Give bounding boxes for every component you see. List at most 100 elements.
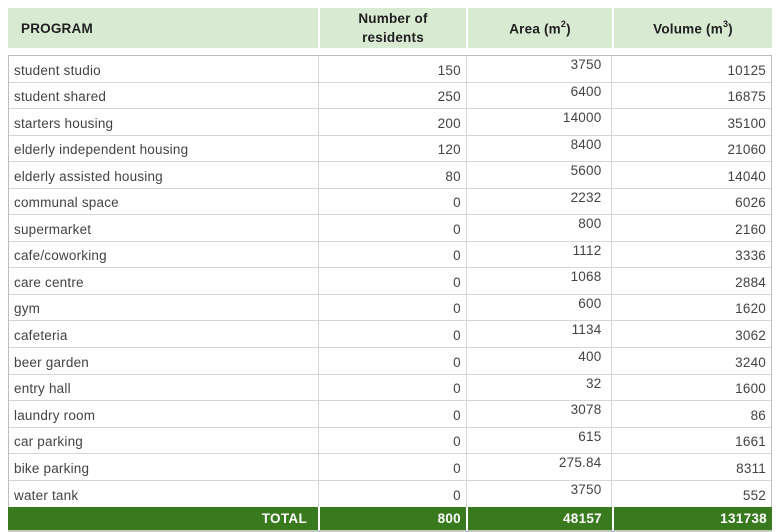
table-row: beer garden 0 400 3240 [9,348,771,375]
program-cell[interactable]: laundry room [14,407,96,423]
volume-cell[interactable]: 1620 [611,294,771,321]
area-cell[interactable]: 3750 [465,480,612,508]
header-body-gap [8,48,772,55]
table-row: car parking 0 615 1661 [9,427,771,455]
volume-cell[interactable]: 552 [611,480,771,508]
residents-cell[interactable]: 150 [318,56,466,82]
area-cell[interactable]: 6400 [465,82,612,109]
program-cell[interactable]: care centre [14,274,84,290]
total-label[interactable]: TOTAL [261,511,307,527]
residents-cell[interactable]: 0 [318,374,466,401]
volume-cell[interactable]: 3062 [611,321,771,348]
residents-cell[interactable]: 0 [318,427,466,454]
volume-cell[interactable]: 10125 [611,56,771,82]
volume-cell[interactable]: 14040 [611,162,771,188]
volume-cell[interactable]: 2160 [611,215,771,241]
column-header-volume-label: Volume (m3) [653,18,733,37]
table-row: communal space 0 2232 6026 [9,188,771,216]
volume-cell[interactable]: 21060 [611,135,771,162]
residents-cell[interactable]: 0 [318,480,466,508]
table-row: elderly assisted housing 80 5600 14040 [9,162,771,189]
program-cell[interactable]: cafe/coworking [14,248,107,264]
column-header-residents[interactable]: Number of residents [318,8,466,48]
residents-cell[interactable]: 0 [318,321,466,348]
area-cell[interactable]: 5600 [465,162,612,188]
residents-cell[interactable]: 250 [318,82,466,109]
residents-cell[interactable]: 0 [318,188,466,215]
volume-superscript: 3 [722,18,729,29]
area-cell[interactable]: 275.84 [465,454,612,480]
table-row: gym 0 600 1620 [9,294,771,322]
volume-cell[interactable]: 8311 [611,454,771,480]
table-body: student studio 150 3750 10125 student sh… [8,55,772,508]
residents-cell[interactable]: 0 [318,401,466,427]
residents-cell[interactable]: 200 [318,109,466,135]
area-cell[interactable]: 600 [465,294,612,321]
residents-cell[interactable]: 0 [318,348,466,374]
program-cell[interactable]: elderly independent housing [14,142,189,158]
program-cell[interactable]: student studio [14,62,101,78]
program-cell[interactable]: supermarket [14,221,92,237]
total-row: TOTAL 800 48157 131738 [8,507,772,532]
area-cell[interactable]: 14000 [465,109,612,135]
program-cell[interactable]: starters housing [14,115,114,131]
program-table: PROGRAM Number of residents Area (m2) Vo… [8,8,772,532]
table-row: elderly independent housing 120 8400 210… [9,135,771,163]
program-cell[interactable]: gym [14,301,41,317]
table-row: care centre 0 1068 2884 [9,268,771,295]
residents-cell[interactable]: 0 [318,294,466,321]
volume-cell[interactable]: 3240 [611,348,771,374]
program-cell[interactable]: car parking [14,434,83,450]
residents-cell[interactable]: 0 [318,454,466,480]
column-header-program[interactable]: PROGRAM [8,8,318,48]
area-cell[interactable]: 800 [465,215,612,241]
residents-cell[interactable]: 120 [318,135,466,162]
volume-cell[interactable]: 3336 [611,241,771,268]
total-area-cell[interactable]: 48157 [466,507,612,531]
volume-cell[interactable]: 1661 [611,427,771,454]
table-row: cafe/coworking 0 1112 3336 [9,241,771,269]
table-row: laundry room 0 3078 86 [9,401,771,428]
area-cell[interactable]: 32 [465,374,612,401]
program-cell[interactable]: cafeteria [14,328,68,344]
residents-cell[interactable]: 80 [318,162,466,188]
volume-cell[interactable]: 86 [611,401,771,427]
volume-cell[interactable]: 2884 [611,268,771,294]
area-cell[interactable]: 615 [465,427,612,454]
column-header-program-label: PROGRAM [21,20,93,36]
table-row: starters housing 200 14000 35100 [9,109,771,136]
volume-cell[interactable]: 1600 [611,374,771,401]
table-row: student studio 150 3750 10125 [9,56,771,83]
area-cell[interactable]: 1068 [465,268,612,294]
column-header-area[interactable]: Area (m2) [466,8,612,48]
volume-cell[interactable]: 16875 [611,82,771,109]
column-header-volume[interactable]: Volume (m3) [612,8,772,48]
program-cell[interactable]: entry hall [14,381,71,397]
residents-cell[interactable]: 0 [318,268,466,294]
total-residents-cell[interactable]: 800 [318,507,466,531]
program-cell[interactable]: communal space [14,195,119,211]
area-cell[interactable]: 3750 [465,56,612,82]
column-header-residents-label: Number of residents [358,11,428,45]
table-row: supermarket 0 800 2160 [9,215,771,242]
program-cell[interactable]: student shared [14,89,107,105]
table-row: bike parking 0 275.84 8311 [9,454,771,481]
total-volume-cell[interactable]: 131738 [612,507,772,531]
area-cell[interactable]: 3078 [465,401,612,427]
residents-cell[interactable]: 0 [318,241,466,268]
residents-cell[interactable]: 0 [318,215,466,241]
column-header-area-label: Area (m2) [509,18,571,37]
program-cell[interactable]: beer garden [14,354,90,370]
program-cell[interactable]: water tank [14,488,79,504]
area-cell[interactable]: 2232 [465,188,612,215]
volume-cell[interactable]: 35100 [611,109,771,135]
program-cell[interactable]: bike parking [14,460,90,476]
area-cell[interactable]: 400 [465,348,612,374]
area-cell[interactable]: 8400 [465,135,612,162]
table-row: water tank 0 3750 552 [9,480,771,508]
program-cell[interactable]: elderly assisted housing [14,168,163,184]
area-cell[interactable]: 1134 [465,321,612,348]
volume-cell[interactable]: 6026 [611,188,771,215]
area-cell[interactable]: 1112 [465,241,612,268]
